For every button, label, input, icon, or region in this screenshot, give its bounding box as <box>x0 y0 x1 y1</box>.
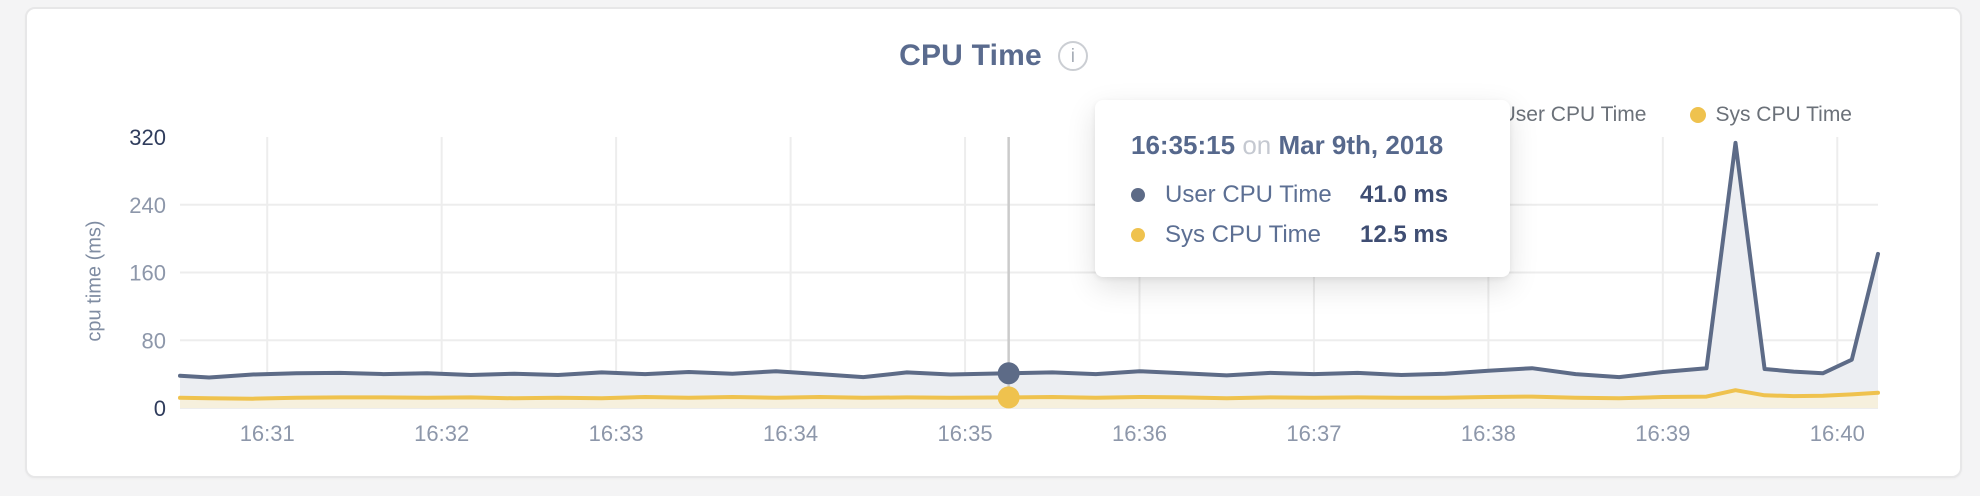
series-sys-line <box>178 388 1880 401</box>
tooltip-date: Mar 9th, 2018 <box>1278 130 1444 160</box>
legend: User CPU Time Sys CPU Time <box>1475 103 1852 127</box>
sys-series-dot-icon <box>1690 107 1707 123</box>
chart-tooltip: 16:35:15 on Mar 9th, 2018 User CPU Time … <box>1095 100 1510 277</box>
x-axis-tick-labels: 16:31 16:32 16:33 16:34 16:35 16:36 16:37 16:38… <box>240 421 1865 446</box>
tooltip-series-label: User CPU Time <box>1165 181 1332 208</box>
svg-text:16:31: 16:31 <box>240 421 295 446</box>
svg-text:16:38: 16:38 <box>1461 421 1516 446</box>
svg-text:0: 0 <box>154 396 166 421</box>
tooltip-time: 16:35:15 <box>1131 130 1236 160</box>
svg-text:80: 80 <box>142 328 166 353</box>
svg-text:240: 240 <box>129 193 166 218</box>
y-axis-tick-labels: 320 240 160 80 0 <box>129 125 166 421</box>
svg-text:320: 320 <box>129 125 166 150</box>
chart-title: CPU Time <box>899 39 1042 72</box>
legend-label: Sys CPU Time <box>1715 103 1852 126</box>
svg-text:16:40: 16:40 <box>1810 421 1865 446</box>
tooltip-row-sys: Sys CPU Time 12.5 ms <box>1131 215 1510 255</box>
gridlines <box>180 137 1878 409</box>
series-user-area <box>180 142 1878 408</box>
svg-text:16:34: 16:34 <box>763 421 818 446</box>
user-series-dot-icon <box>1131 188 1145 202</box>
tooltip-connector: on <box>1242 130 1272 160</box>
svg-text:16:35: 16:35 <box>938 421 993 446</box>
chart-header: CPU Time i <box>27 39 1960 73</box>
sys-series-dot-icon <box>1131 228 1145 242</box>
svg-text:16:33: 16:33 <box>589 421 644 446</box>
svg-text:16:39: 16:39 <box>1635 421 1690 446</box>
series-user-line <box>178 140 1880 380</box>
tooltip-series-value: 12.5 ms <box>1360 221 1449 248</box>
tooltip-header: 16:35:15 on Mar 9th, 2018 <box>1131 130 1510 161</box>
legend-label: User CPU Time <box>1500 103 1647 126</box>
legend-item-sys-cpu-time[interactable]: Sys CPU Time <box>1690 103 1852 127</box>
tooltip-row-user: User CPU Time 41.0 ms <box>1131 175 1510 215</box>
svg-text:16:32: 16:32 <box>414 421 469 446</box>
svg-text:16:37: 16:37 <box>1286 421 1341 446</box>
hover-points <box>997 362 1020 409</box>
svg-text:160: 160 <box>129 261 166 286</box>
tooltip-series-value: 41.0 ms <box>1360 181 1449 208</box>
svg-text:16:36: 16:36 <box>1112 421 1167 446</box>
info-icon[interactable]: i <box>1057 41 1088 71</box>
tooltip-series-label: Sys CPU Time <box>1165 221 1322 248</box>
